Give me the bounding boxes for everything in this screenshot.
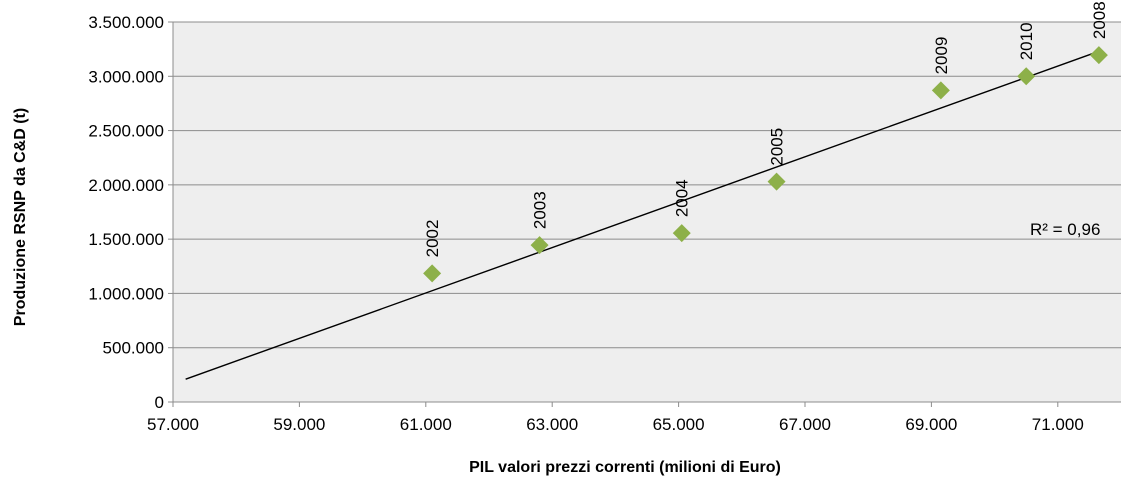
data-label-2003: 2003: [531, 191, 550, 229]
data-point-2010: [1017, 67, 1036, 86]
plot-area: [173, 22, 1121, 402]
y-axis-title: Produzione RSNP da C&D (t): [12, 108, 29, 326]
data-label-2008: 2008: [1090, 1, 1109, 39]
x-tick-label: 57.000: [147, 415, 199, 434]
data-point-2004: [672, 224, 691, 243]
data-label-2002: 2002: [423, 220, 442, 258]
y-tick-label: 1.500.000: [88, 230, 164, 249]
data-point-2009: [931, 81, 950, 100]
data-label-2005: 2005: [768, 128, 787, 166]
x-tick-label: 69.000: [905, 415, 957, 434]
y-tick-label: 500.000: [103, 339, 164, 358]
x-tick-label: 63.000: [526, 415, 578, 434]
y-tick-label: 0: [155, 393, 164, 412]
y-tick-label: 3.000.000: [88, 67, 164, 86]
data-label-2004: 2004: [673, 179, 692, 217]
x-tick-label: 61.000: [400, 415, 452, 434]
data-label-2009: 2009: [932, 37, 951, 75]
x-tick-label: 71.000: [1032, 415, 1084, 434]
data-point-labels: 2002 2003 2004 2005 2009 2010 2008: [423, 1, 1109, 257]
y-tick-label: 2.000.000: [88, 176, 164, 195]
y-tick-label: 3.500.000: [88, 13, 164, 32]
data-label-2010: 2010: [1017, 22, 1036, 60]
x-axis-title: PIL valori prezzi correnti (milioni di E…: [469, 459, 781, 476]
x-tick-label: 59.000: [273, 415, 325, 434]
gridlines: [173, 21, 1121, 349]
data-point-2002: [423, 264, 442, 283]
data-point-2003: [530, 236, 549, 255]
y-tick-label: 2.500.000: [88, 122, 164, 141]
data-point-2008: [1089, 46, 1108, 65]
x-tick-label: 65.000: [653, 415, 705, 434]
y-tick-label: 1.000.000: [88, 284, 164, 303]
data-point-2005: [767, 172, 786, 191]
x-tick-label: 67.000: [779, 415, 831, 434]
data-points: [423, 46, 1108, 283]
r-squared-label: R² = 0,96: [1030, 220, 1100, 239]
y-tick-labels: 0 500.000 1.000.000 1.500.000 2.000.000 2.500…: [88, 13, 164, 412]
axes: [168, 21, 1121, 407]
x-tick-labels: 57.000 59.000 61.000 63.000 65.000 67.000 69.0…: [147, 415, 1084, 434]
trendline: [185, 50, 1100, 380]
